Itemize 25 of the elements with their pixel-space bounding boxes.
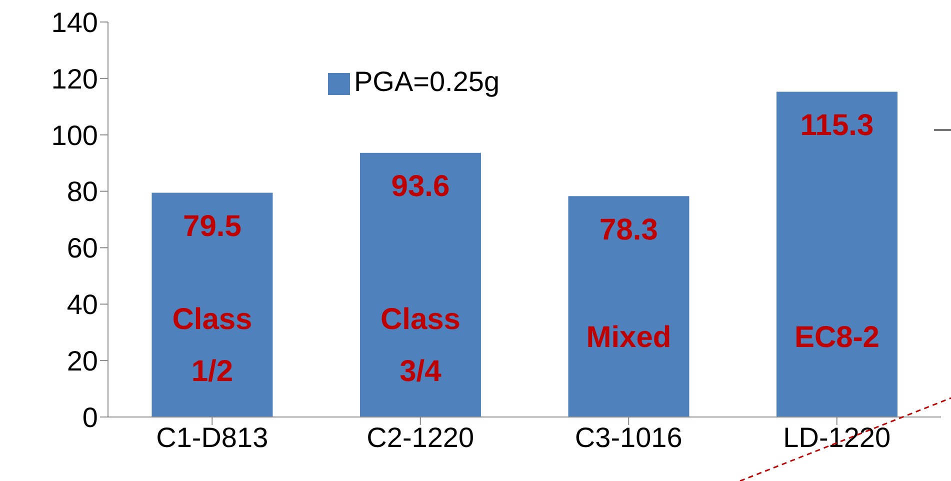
legend-label: PGA=0.25g <box>354 66 500 97</box>
annotation: Class 1/2 <box>172 303 252 388</box>
data-label: 78.3 <box>600 213 658 246</box>
bar <box>152 192 273 417</box>
bar <box>568 196 690 417</box>
annotation: Mixed <box>586 321 672 354</box>
y-tick-label: 60 <box>66 232 98 264</box>
x-tick-label: C2-1220 <box>366 422 474 453</box>
bar <box>360 152 481 417</box>
data-label: 115.3 <box>800 108 874 142</box>
annotation: Class 3/4 <box>380 303 461 388</box>
y-tick-label: 80 <box>66 176 98 208</box>
y-tick-label: 20 <box>66 346 98 377</box>
y-tick-label: 100 <box>51 120 98 151</box>
x-tick-label: LD-1220 <box>783 422 891 453</box>
annotation: EC8-2 <box>794 321 880 354</box>
x-tick-label: C1-D813 <box>156 422 268 453</box>
data-label: 93.6 <box>391 170 450 204</box>
x-tick-label: C3-1016 <box>574 422 682 453</box>
y-tick-label: 140 <box>51 6 98 38</box>
bar <box>776 92 898 417</box>
y-tick-label: 120 <box>51 63 98 94</box>
data-label: 79.5 <box>183 210 242 243</box>
y-tick-label: 0 <box>82 402 98 433</box>
y-tick-label: 40 <box>66 289 98 320</box>
